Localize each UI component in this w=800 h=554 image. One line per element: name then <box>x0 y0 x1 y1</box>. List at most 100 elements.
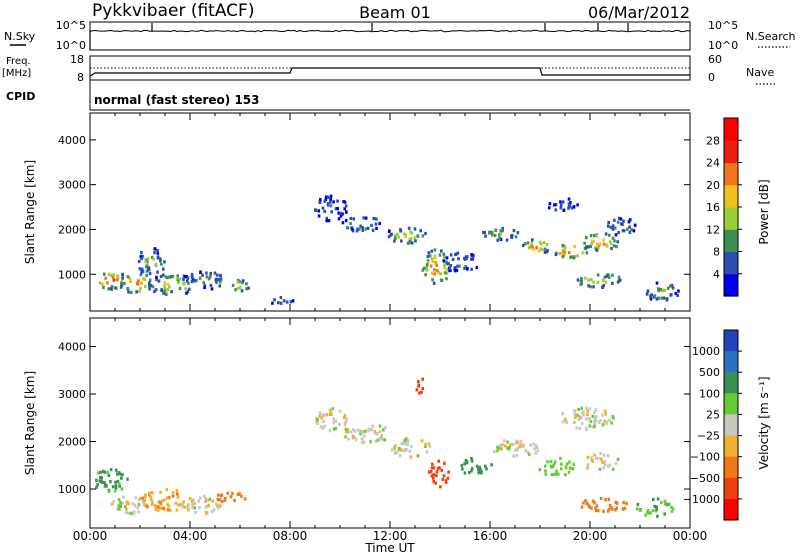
power-cell <box>112 273 116 277</box>
power-cell <box>665 298 669 302</box>
power-cell <box>393 239 396 243</box>
vel-cell <box>543 464 547 468</box>
vel-cell <box>602 466 605 470</box>
velocity-cbar-tick-label: −100 <box>690 451 720 464</box>
vel-cell <box>321 426 325 430</box>
vel-cell <box>211 499 215 503</box>
vel-cell <box>124 510 128 514</box>
vel-cell <box>442 474 446 478</box>
vel-cell <box>393 445 396 449</box>
vel-cell <box>334 419 337 423</box>
vel-cell <box>512 454 516 458</box>
power-cell <box>589 234 593 238</box>
power-cell <box>542 241 546 245</box>
power-cbar-tick-label: 20 <box>706 179 720 192</box>
power-cell <box>162 291 165 295</box>
power-cell <box>241 281 244 285</box>
power-cell <box>215 280 218 285</box>
vel-cell <box>159 490 162 494</box>
power-cell <box>576 203 579 207</box>
vel-cell <box>380 437 384 441</box>
vel-cell <box>415 388 419 392</box>
power-cell <box>516 231 520 235</box>
vel-cell <box>533 447 536 451</box>
vel-cell <box>154 507 158 511</box>
vel-cell <box>584 406 588 410</box>
vel-cell <box>144 503 147 507</box>
vel-cell <box>470 459 474 463</box>
vel-cell <box>217 493 220 497</box>
vel-cell <box>601 423 605 427</box>
vel-cell <box>159 501 162 505</box>
power-cell <box>416 234 419 238</box>
vel-cell <box>343 414 347 418</box>
vel-cell <box>526 450 530 454</box>
vel-cell <box>477 471 481 475</box>
power-cell <box>193 279 196 283</box>
vel-cell <box>594 506 597 510</box>
vel-cell <box>114 480 117 484</box>
vel-cell <box>121 473 124 477</box>
vel-cell <box>644 513 647 517</box>
power-cell <box>156 270 159 274</box>
vel-cell <box>176 495 180 499</box>
vel-cell <box>485 467 488 471</box>
power-cell <box>666 286 670 290</box>
power-cell <box>494 228 497 232</box>
power-cell <box>143 277 147 282</box>
power-cell <box>387 235 391 239</box>
power-cell <box>576 254 579 258</box>
vel-cell <box>470 469 473 473</box>
power-cell <box>183 275 187 279</box>
vel-cell <box>112 500 116 504</box>
vel-cell <box>215 502 218 506</box>
vel-cell <box>663 512 666 516</box>
vel-cell <box>137 510 140 514</box>
vel-cell <box>496 445 499 449</box>
power-cell <box>677 289 680 293</box>
vel-cell <box>595 456 598 461</box>
power-cell <box>336 207 339 211</box>
power-cell <box>147 268 150 272</box>
vel-cell <box>371 424 375 428</box>
vel-cell <box>181 503 185 507</box>
power-cell <box>659 287 663 292</box>
power-cell <box>152 257 155 261</box>
power-cell <box>432 281 436 285</box>
vel-cell <box>117 471 121 475</box>
vel-cell <box>343 423 347 427</box>
power-cell <box>498 236 501 240</box>
power-cell <box>426 261 430 265</box>
vel-cell <box>141 500 145 504</box>
power-cell <box>325 219 328 223</box>
date-title: 06/Mar/2012 <box>588 3 690 22</box>
power-cell <box>164 275 168 279</box>
vel-cell <box>591 499 595 503</box>
power-cell <box>469 257 473 261</box>
power-cell <box>663 289 666 293</box>
power-cell <box>471 256 475 260</box>
power-cell <box>559 200 562 204</box>
power-cell <box>241 279 245 283</box>
vel-cell <box>406 443 409 447</box>
power-cell <box>146 257 150 261</box>
power-cell <box>215 273 219 277</box>
power-cell <box>568 251 571 255</box>
vel-cell <box>636 507 639 511</box>
power-cell <box>182 282 185 286</box>
vel-cell <box>96 483 99 487</box>
power-cell <box>463 266 466 270</box>
vel-cell <box>590 456 593 460</box>
power-cell <box>190 272 194 277</box>
vel-cell <box>210 510 214 514</box>
power-cell <box>209 271 212 276</box>
power-cell <box>410 237 413 241</box>
vel-cell <box>479 471 483 475</box>
vel-cell <box>133 504 137 508</box>
vel-cell <box>347 437 350 441</box>
vel-cell <box>575 426 578 430</box>
velocity-panel: 1000 2000 3000 4000 Slant Range [km] <box>23 317 691 529</box>
vel-cell <box>500 447 503 451</box>
vel-cell <box>538 468 542 472</box>
power-cell <box>584 276 587 280</box>
